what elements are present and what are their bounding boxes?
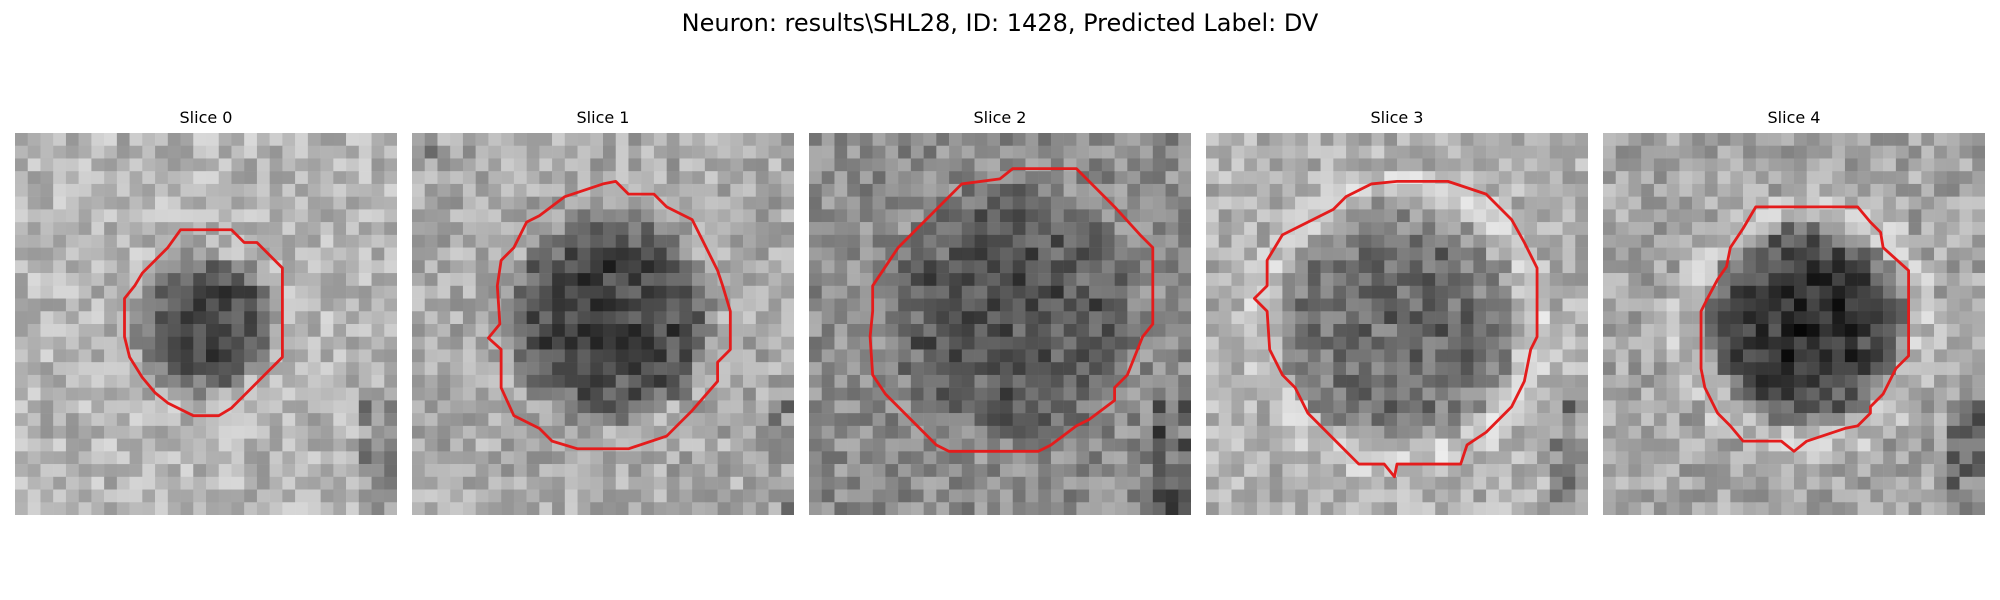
cell-contour xyxy=(1699,205,1911,453)
slice-title: Slice 3 xyxy=(1370,108,1424,127)
slice-image xyxy=(1603,133,1985,515)
cell-contour xyxy=(1252,179,1539,479)
cell-contour xyxy=(123,228,284,418)
figure-title: Neuron: results\SHL28, ID: 1428, Predict… xyxy=(681,9,1319,37)
slice-title: Slice 2 xyxy=(973,108,1027,127)
grayscale-pixels xyxy=(15,133,397,515)
grayscale-pixels xyxy=(809,133,1191,515)
slice-image xyxy=(412,133,794,515)
slice-title: Slice 1 xyxy=(576,108,630,127)
cell-contour xyxy=(868,167,1155,453)
grayscale-pixels xyxy=(412,133,794,515)
grayscale-pixels xyxy=(1206,133,1588,515)
slice-image xyxy=(1206,133,1588,515)
slice-title: Slice 0 xyxy=(179,108,233,127)
slice-image xyxy=(809,133,1191,515)
slice-image xyxy=(15,133,397,515)
cell-contour xyxy=(486,179,732,451)
grayscale-pixels xyxy=(1603,133,1985,515)
slice-title: Slice 4 xyxy=(1767,108,1821,127)
